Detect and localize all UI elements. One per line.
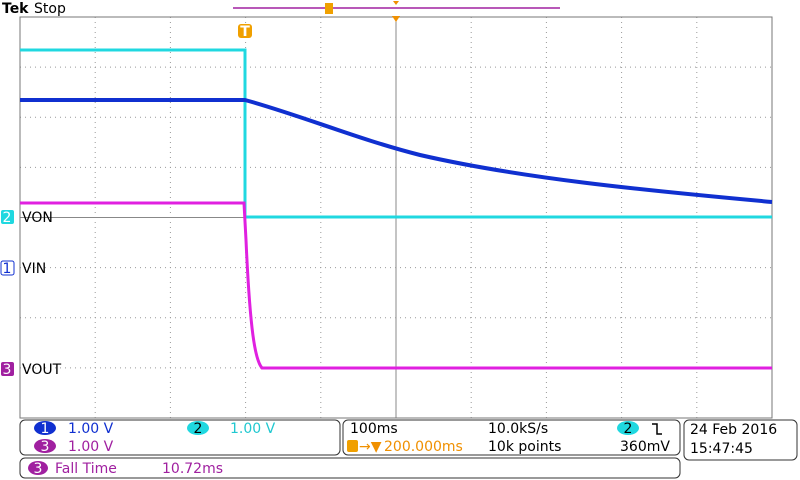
ch1-marker-number: 1 — [3, 261, 12, 277]
ch3-marker-number: 3 — [3, 362, 12, 378]
ch2-badge-number: 2 — [194, 421, 203, 437]
meas-value: 10.72ms — [162, 461, 223, 477]
trigger-marker: T — [240, 24, 250, 40]
trigger-source-badge — [617, 421, 639, 435]
ch1-scale: 1.00 V — [68, 421, 114, 437]
trigger-pos-icon — [347, 440, 358, 452]
ch1-marker — [0, 260, 15, 276]
sample-rate: 10.0kS/s — [488, 421, 548, 437]
time: 15:47:45 — [690, 441, 753, 457]
timebase: 100ms — [350, 421, 398, 437]
trace-vout — [20, 201, 772, 370]
trace-vin — [20, 98, 773, 204]
date: 24 Feb 2016 — [690, 422, 777, 438]
ch3-badge-number: 3 — [41, 439, 50, 455]
meas-name: Fall Time — [55, 461, 117, 477]
trigger-marker-box — [238, 24, 252, 38]
record-length: 10k points — [488, 439, 561, 455]
top-marker — [393, 1, 399, 5]
ch3-scale: 1.00 V — [68, 439, 114, 455]
ch1-badge-number: 1 — [41, 421, 50, 437]
horizontal-panel — [342, 419, 681, 456]
trigger-source: 2 — [624, 421, 633, 437]
ch1-badge — [34, 421, 56, 435]
brand: Tek — [2, 1, 29, 17]
acquisition-status: Stop — [34, 1, 66, 17]
ch2-marker-number: 2 — [3, 210, 12, 226]
ch1-label: VIN — [22, 261, 46, 277]
datetime-panel — [683, 419, 798, 461]
record-window — [325, 3, 333, 14]
trigger-position: 200.000ms — [384, 439, 463, 455]
trace-von — [20, 48, 772, 219]
center-marker — [392, 16, 400, 22]
trigger-pos-arrow: →▼ — [359, 439, 382, 455]
ch2-label: VON — [22, 210, 53, 226]
ch2-marker — [1, 210, 14, 224]
meas-badge-number: 3 — [34, 461, 43, 477]
meas-badge — [28, 461, 48, 475]
measurement-panel — [19, 457, 681, 479]
ch3-badge — [34, 439, 56, 453]
trigger-slope — [652, 423, 662, 435]
ch2-scale: 1.00 V — [230, 421, 276, 437]
trigger-level: 360mV — [620, 439, 670, 455]
vertical-panel — [19, 419, 341, 456]
ch2-badge — [187, 421, 209, 435]
ch3-marker — [1, 362, 14, 376]
ch3-label: VOUT — [22, 362, 62, 378]
